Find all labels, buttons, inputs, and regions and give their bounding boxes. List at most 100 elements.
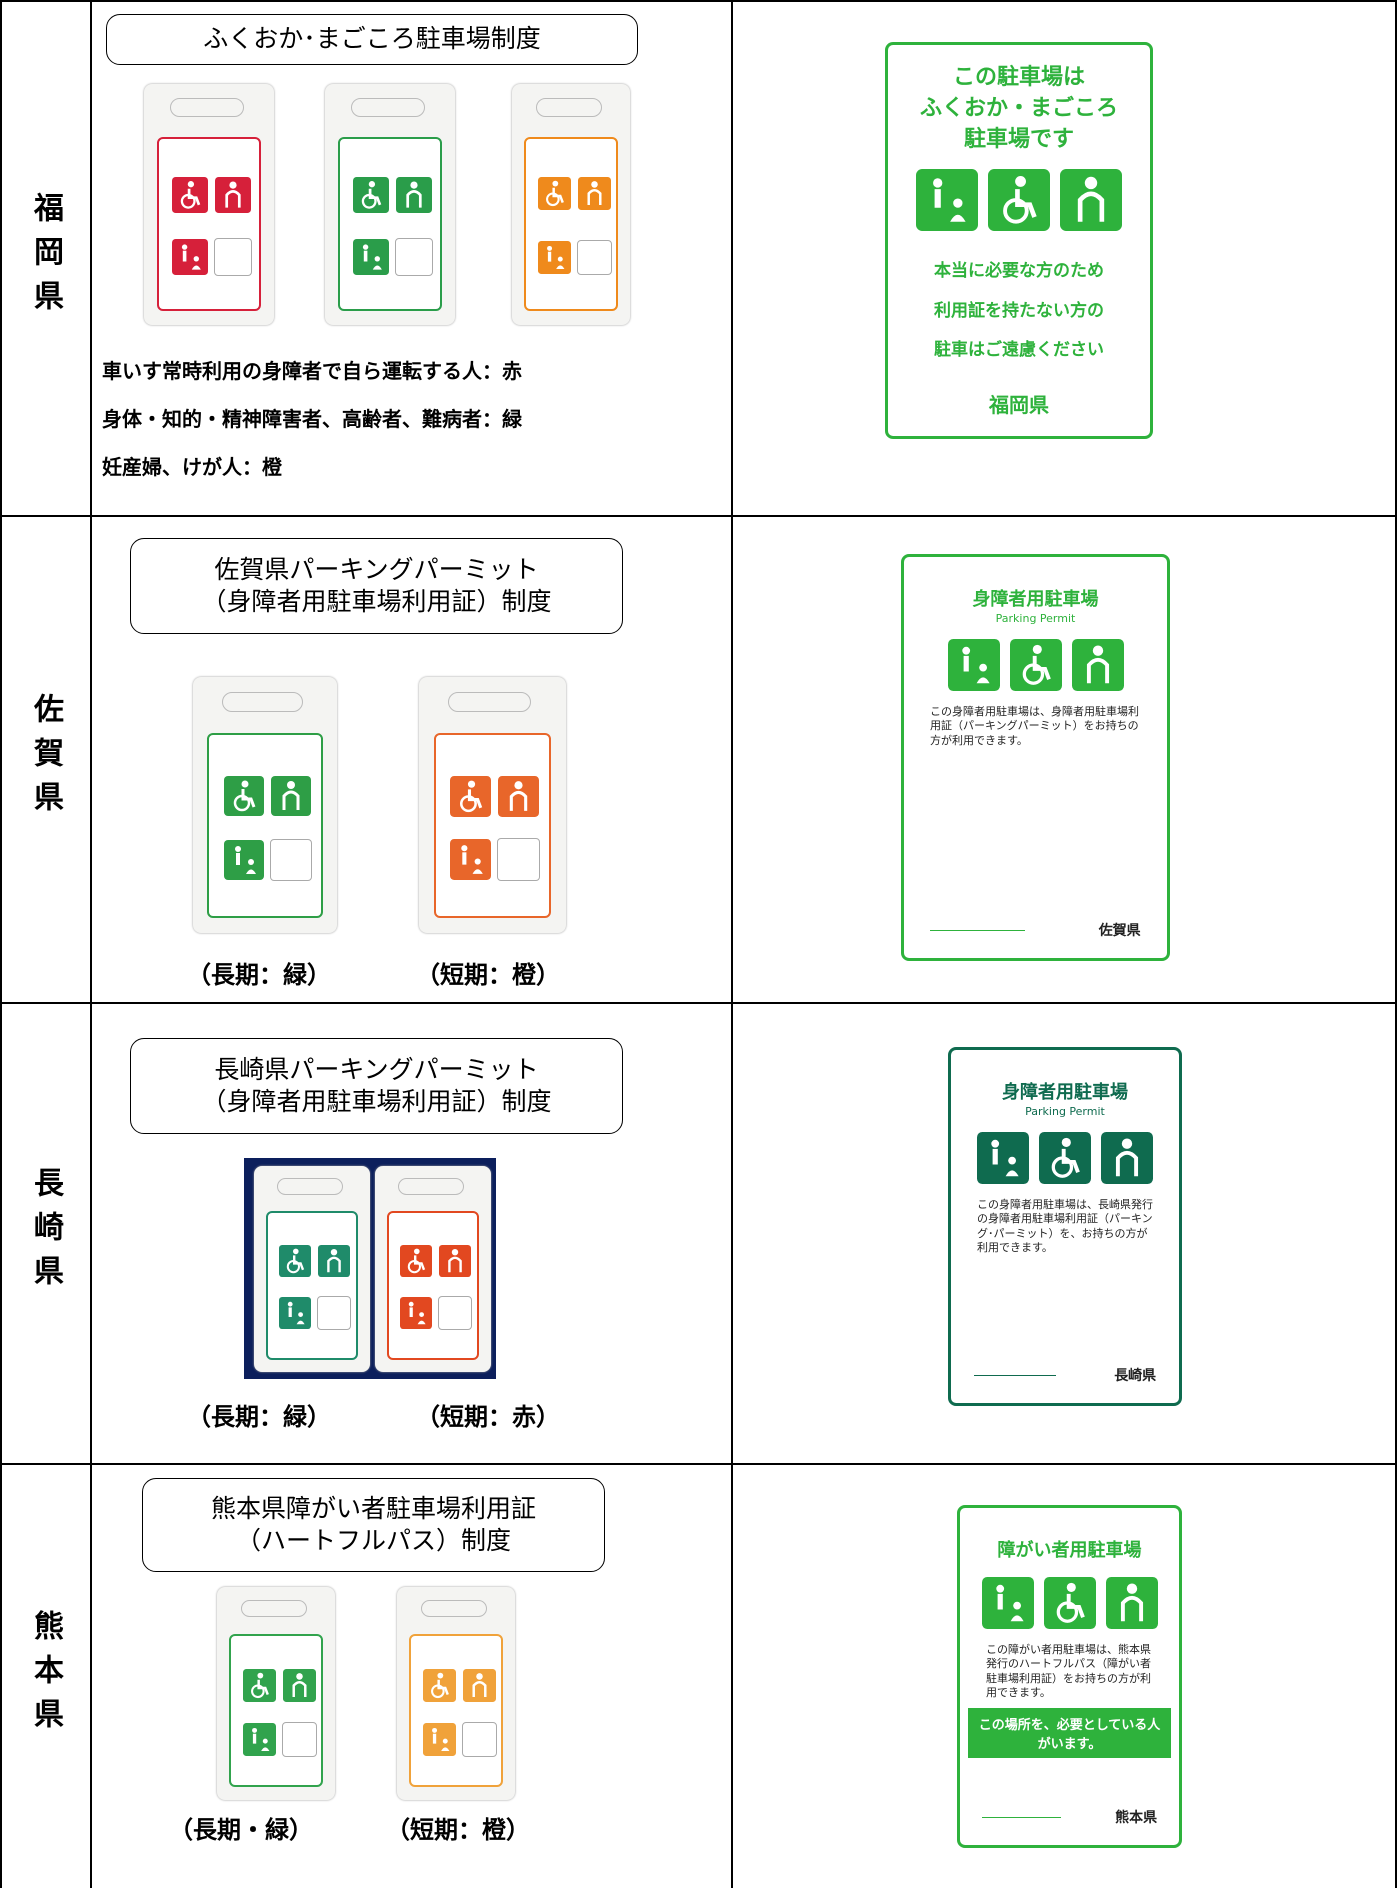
tag-box: [269, 839, 312, 882]
icon: [279, 1245, 312, 1278]
sign-heading: 身障者用駐車場: [972, 589, 1099, 610]
icon: [450, 839, 492, 881]
icon: [577, 177, 611, 211]
signature-line: [930, 929, 1025, 931]
sign-footer-row: 佐賀県: [930, 920, 1141, 940]
tag-face: [338, 137, 442, 311]
table-border: [0, 515, 1397, 517]
tag-hole: [170, 98, 244, 118]
sign-footer: 長崎県: [1114, 1368, 1157, 1384]
icon: [462, 1668, 496, 1702]
caption: （長期・緑）: [169, 1816, 313, 1844]
sign-footer: 福岡県: [989, 393, 1049, 417]
icon: [1043, 1577, 1096, 1630]
tag-hole: [221, 692, 303, 713]
sign-subheading: Parking Permit: [1025, 1105, 1105, 1119]
icon: [318, 1245, 351, 1278]
tag-face: [386, 1211, 480, 1360]
sign-body: 駐車はご遠慮ください: [934, 340, 1104, 361]
icon: [1101, 1132, 1153, 1185]
caption: （長期：緑）: [187, 1403, 331, 1431]
table-border: [0, 0, 1397, 2]
icon: [172, 238, 208, 275]
tag-box: [438, 1296, 473, 1331]
tag-face: [228, 1633, 324, 1788]
tag-box: [281, 1721, 317, 1757]
caption: （短期：橙）: [416, 961, 560, 989]
tag-face: [408, 1633, 504, 1788]
caption: （長期：緑）: [187, 961, 331, 989]
tag-box: [395, 237, 433, 276]
sign-body: この身障者用駐車場は、長崎県発行の身障者用駐車場利用証（パーキング･パーミット）…: [977, 1198, 1153, 1255]
note: 車いす常時利用の身障者で自ら運転する人：赤: [102, 359, 522, 383]
parking-sign: この駐車場は ふくおか・まごころ 駐車場です 本当に必要な方のため 利用証を持たない方の…: [885, 42, 1153, 439]
sign-heading: 障がい者用駐車場: [997, 1540, 1142, 1561]
sign-heading: この駐車場は: [952, 65, 1085, 90]
table-border: [0, 1002, 1397, 1004]
tag-hole: [240, 1599, 308, 1617]
sign-icons: [916, 169, 1122, 232]
sign-icons: [981, 1577, 1158, 1630]
parking-sign: 身障者用駐車場 Parking Permit この身障者用駐車場は、身障者用駐車場利…: [901, 554, 1170, 961]
prefecture-name: 熊本県: [28, 1609, 63, 1742]
signature-line: [973, 1374, 1056, 1376]
tag-face: [433, 733, 552, 918]
prefecture-cell: 佐賀県: [0, 515, 90, 1002]
sign-footer-row: 福岡県: [914, 389, 1124, 418]
icon: [1039, 1132, 1091, 1185]
icon: [353, 238, 389, 275]
permit-tag: [193, 677, 337, 933]
icon: [977, 1132, 1029, 1185]
icon: [1060, 169, 1122, 232]
icon: [537, 177, 571, 211]
system-title-box: 熊本県障がい者駐車場利用証 （ハートフルパス）制度: [142, 1478, 605, 1572]
sign-footer-row: 熊本県: [981, 1807, 1157, 1827]
icon: [172, 176, 208, 213]
tag-box: [576, 240, 612, 276]
permit-tag: [375, 1166, 491, 1372]
tag-face: [207, 733, 323, 918]
icon: [215, 176, 251, 213]
sign-icons: [947, 639, 1124, 692]
tag-box: [497, 838, 541, 882]
tag-hole: [398, 1178, 464, 1195]
table-border: [0, 0, 2, 1888]
permit-tag: [325, 84, 455, 325]
system-title-box: ふくおか･まごころ駐車場制度: [106, 14, 638, 65]
icon: [439, 1245, 472, 1278]
sign-icons: [977, 1132, 1153, 1185]
permit-tag: [512, 84, 630, 325]
caption: （短期：赤）: [416, 1403, 560, 1431]
table-border: [1395, 0, 1397, 1888]
icon: [537, 241, 571, 275]
sign-footer-row: 長崎県: [973, 1365, 1157, 1385]
icon: [981, 1577, 1034, 1630]
sign-body: この障がい者用駐車場は、熊本県発行のハートフルパス（障がい者駐車場利用証）をお持…: [986, 1643, 1151, 1700]
tag-hole: [420, 1599, 488, 1617]
icon: [988, 169, 1050, 232]
icon: [270, 775, 311, 816]
caption: （短期：橙）: [386, 1816, 530, 1844]
parking-sign: 身障者用駐車場 Parking Permit この身障者用駐車場は、長崎県発行の身障…: [948, 1047, 1182, 1406]
sign-footer: 佐賀県: [1098, 923, 1141, 939]
note: 身体・知的・精神障害者、高齢者、難病者：緑: [102, 407, 522, 431]
icon: [1105, 1577, 1158, 1630]
icon: [223, 775, 264, 816]
table-border: [731, 0, 733, 1888]
icon: [916, 169, 978, 232]
icon: [400, 1297, 433, 1330]
icon: [282, 1668, 316, 1702]
sign-body: 本当に必要な方のため: [934, 261, 1104, 282]
permit-tag: [254, 1166, 370, 1372]
permit-tag: [217, 1587, 335, 1800]
table-border: [90, 0, 92, 1888]
icon: [400, 1245, 433, 1278]
icon: [279, 1297, 312, 1330]
icon: [1071, 639, 1124, 692]
icon: [353, 176, 389, 213]
tag-hole: [277, 1178, 343, 1195]
tag-box: [317, 1296, 352, 1331]
icon: [396, 176, 432, 213]
icon: [422, 1722, 456, 1756]
